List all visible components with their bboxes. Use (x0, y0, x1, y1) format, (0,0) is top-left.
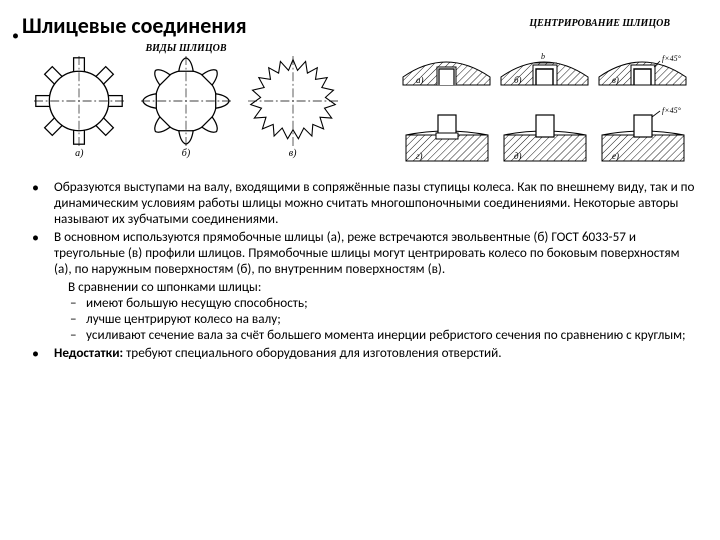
para-2-main: В основном используются прямобочные шлиц… (54, 228, 680, 277)
gear-b: б) (141, 56, 231, 159)
gear-a-label: а) (34, 148, 124, 159)
svg-text:б): б) (514, 75, 522, 85)
right-figure-block: а) b б) f×45° в) (398, 43, 698, 171)
body-text: Образуются выступами на валу, входящими … (22, 179, 698, 361)
dash-3: усиливают сечение вала за счёт большего … (68, 327, 698, 343)
gear-a: а) (34, 56, 124, 159)
svg-text:а): а) (416, 75, 424, 85)
para-1: Образуются выступами на валу, входящими … (24, 179, 698, 227)
svg-text:в): в) (612, 75, 619, 85)
svg-text:е): е) (612, 151, 619, 161)
right-caption: ЦЕНТРИРОВАНИЕ ШЛИЦОВ (529, 18, 670, 29)
para-2-sub-intro: В сравнении со шпонками шлицы: (54, 279, 698, 295)
svg-text:г): г) (416, 151, 423, 161)
para-3: Недостатки: требуют специального оборудо… (24, 345, 698, 361)
top-bullet: • (12, 27, 19, 44)
svg-text:b: b (541, 52, 545, 61)
para-3-rest: требуют специального оборудования для из… (123, 344, 501, 361)
left-caption: ВИДЫ ШЛИЦОВ (26, 43, 346, 54)
dash-2: лучше центрируют колесо на валу; (68, 311, 698, 327)
svg-text:f×45°: f×45° (662, 106, 682, 115)
page-title: Шлицевые соединения (22, 12, 247, 39)
para-2: В основном используются прямобочные шлиц… (24, 229, 698, 343)
svg-text:д): д) (514, 151, 522, 161)
svg-text:f×45°: f×45° (662, 54, 682, 63)
dash-1: имеют большую несущую способность; (68, 295, 698, 311)
left-figure-block: • ВИДЫ ШЛИЦОВ (26, 43, 346, 159)
para-3-label: Недостатки: (54, 344, 123, 361)
gear-b-label: б) (141, 148, 231, 159)
gear-v-label: в) (248, 148, 338, 159)
gear-v: в) (248, 56, 338, 159)
